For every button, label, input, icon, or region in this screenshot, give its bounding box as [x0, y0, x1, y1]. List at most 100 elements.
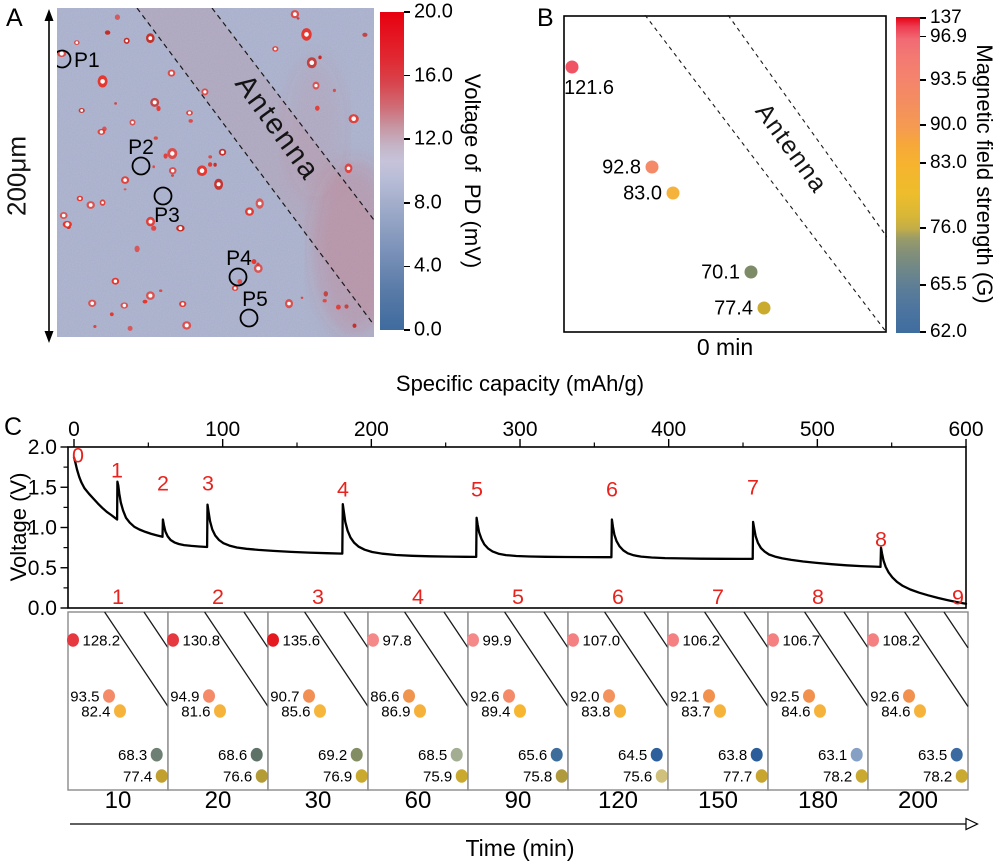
antenna-line-2 [643, 611, 669, 649]
field-dot [666, 186, 680, 200]
time-panel-value: 92.6 [870, 689, 899, 706]
time-panel-value: 85.6 [281, 704, 310, 721]
speckle-core [122, 303, 127, 308]
scale-arrow-head-bottom [44, 331, 54, 343]
time-panel-dot [514, 704, 526, 718]
time-panel-dot [750, 747, 763, 762]
time-panel-dot [714, 704, 726, 718]
antenna-line-2 [143, 611, 169, 649]
time-panel-value: 128.2 [83, 633, 121, 650]
colorbar-tick [920, 17, 926, 19]
time-panel-dot [955, 769, 968, 783]
time-panel-dot [814, 704, 826, 718]
speckle [153, 136, 158, 140]
panel-b-label: B [537, 4, 554, 32]
speckle [159, 289, 163, 293]
antenna-edge-line-right-b [727, 15, 887, 238]
colorbar-tick [920, 79, 926, 81]
time-panel-dot [214, 704, 226, 718]
speckle [237, 279, 243, 285]
time-panel-dot [803, 689, 815, 703]
antenna-band-tint-2 [285, 58, 345, 198]
panel-b-frame [563, 15, 887, 333]
time-panel-value: 94.9 [170, 689, 199, 706]
time-tick-label: 20 [205, 787, 232, 814]
time-panel-dot [503, 689, 515, 703]
time-panel-dot [255, 769, 268, 783]
time-tick-label: 10 [105, 787, 132, 814]
field-dot [565, 60, 579, 74]
panel-b-time-label: 0 min [696, 334, 754, 360]
antenna-line-2 [743, 611, 769, 649]
time-panel-dot [167, 633, 179, 647]
time-tick-label: 60 [405, 787, 432, 814]
speckle [251, 259, 257, 265]
time-panel-value: 86.9 [381, 704, 410, 721]
x-tick-label: 400 [651, 418, 686, 441]
speckle [322, 299, 327, 303]
speckle-core [99, 130, 104, 134]
time-tick-label: 150 [698, 787, 738, 814]
speckle-core [101, 201, 104, 204]
time-panel-dot [755, 769, 768, 783]
time-panel-dot [403, 689, 415, 703]
probe-label-P3: P3 [154, 204, 180, 227]
speckle-core [199, 168, 205, 173]
time-panel-value: 83.7 [681, 704, 710, 721]
speckle-core [61, 213, 66, 218]
voltage-curve [72, 456, 968, 605]
time-panel-value: 84.6 [881, 704, 910, 721]
y-tick-label: 2.0 [28, 436, 57, 459]
speckle-core [181, 302, 185, 306]
field-dot [645, 160, 659, 174]
speckle-core [169, 71, 174, 75]
speckle-core [125, 39, 129, 43]
time-panel-value: 97.8 [383, 633, 412, 650]
colorbar-tick-label: 62.0 [930, 321, 967, 343]
colorbar-gradient [896, 17, 920, 333]
colorbar-tick-label: 65.5 [930, 273, 967, 295]
speckle [296, 17, 300, 20]
time-panel-value: 78.2 [823, 769, 852, 786]
time-panel-value: 92.5 [770, 689, 799, 706]
panel-b-plot: Antenna 121.692.883.070.177.4 [563, 15, 887, 333]
speckle-core [88, 203, 93, 207]
speckle-core [184, 323, 189, 328]
time-panel-value: 83.8 [581, 704, 610, 721]
time-panel-dot [450, 747, 463, 762]
time-panel-value: 89.4 [481, 704, 510, 721]
cycle-marker-0: 0 [72, 444, 84, 468]
speckle [109, 312, 114, 317]
scale-label: 200μm [1, 135, 32, 217]
time-panel-dot [103, 689, 115, 703]
speckle-core [171, 169, 175, 173]
time-panel-value: 68.6 [218, 747, 247, 764]
speckle [362, 32, 368, 37]
probe-circle-P1 [57, 49, 72, 69]
field-dot [757, 301, 771, 315]
speckle [208, 155, 213, 159]
time-panel-dot [950, 747, 963, 762]
field-value-label: 77.4 [714, 298, 753, 320]
speckle [352, 323, 357, 328]
antenna-line-1 [804, 611, 869, 707]
speckle-core [257, 201, 262, 206]
time-panel-dot [150, 747, 163, 762]
time-panel-dot [567, 633, 579, 647]
speckle [93, 325, 97, 328]
time-panel-value: 90.7 [270, 689, 299, 706]
colorbar-b-title: Magnetic field strength (G) [972, 44, 997, 304]
time-panel-dot [703, 689, 715, 703]
speckle [163, 153, 168, 159]
time-panel-value: 82.4 [81, 704, 110, 721]
colorbar-a: 20.0 16.0 12.0 8.0 4.0 0.0 [380, 1, 500, 341]
speckle-core [90, 301, 94, 306]
colorbar-tick-label: 0.0 [414, 318, 442, 341]
time-panel-value: 63.5 [918, 747, 947, 764]
cycle-marker-4: 4 [337, 478, 349, 502]
cycle-marker-3: 3 [202, 472, 214, 496]
time-axis-arrowhead [965, 817, 979, 831]
y-tick-label: 1.5 [28, 476, 57, 499]
colorbar-tick-label: 16.0 [414, 64, 453, 87]
